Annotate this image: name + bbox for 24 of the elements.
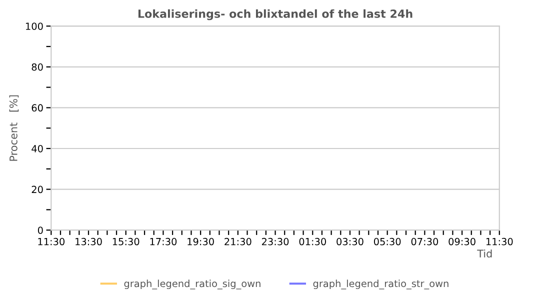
- x-tick-label: 07:30: [411, 238, 438, 246]
- x-tick-label: 03:30: [336, 238, 364, 246]
- x-tick-label: 15:30: [112, 238, 140, 246]
- x-tick-label: 23:30: [262, 238, 289, 246]
- legend-label: graph_legend_ratio_str_own: [313, 280, 448, 290]
- y-tick-label: 0: [38, 226, 43, 234]
- x-tick-label: 09:30: [448, 238, 476, 246]
- x-tick-label: 11:30: [486, 238, 513, 246]
- legend-label: graph_legend_ratio_sig_own: [124, 280, 260, 290]
- y-tick-label: 20: [32, 186, 43, 194]
- x-tick-label: 01:30: [299, 238, 326, 246]
- x-tick-label: 21:30: [224, 238, 252, 246]
- y-tick-label: 40: [32, 144, 43, 152]
- y-tick-label: 80: [32, 63, 43, 71]
- y-axis-title: Procent [%]: [9, 95, 19, 161]
- x-tick-label: 05:30: [374, 238, 401, 246]
- x-tick-label: 13:30: [76, 238, 102, 246]
- y-tick-label: 100: [26, 22, 43, 30]
- x-tick-label: 19:30: [188, 238, 214, 246]
- y-tick-label: 60: [32, 104, 43, 112]
- chart-title: Lokaliserings- och blixtandel of the last 24h: [138, 9, 412, 20]
- x-axis-title: Tid: [477, 249, 492, 258]
- x-tick-label: 11:30: [38, 238, 65, 246]
- x-tick-label: 17:30: [150, 238, 177, 246]
